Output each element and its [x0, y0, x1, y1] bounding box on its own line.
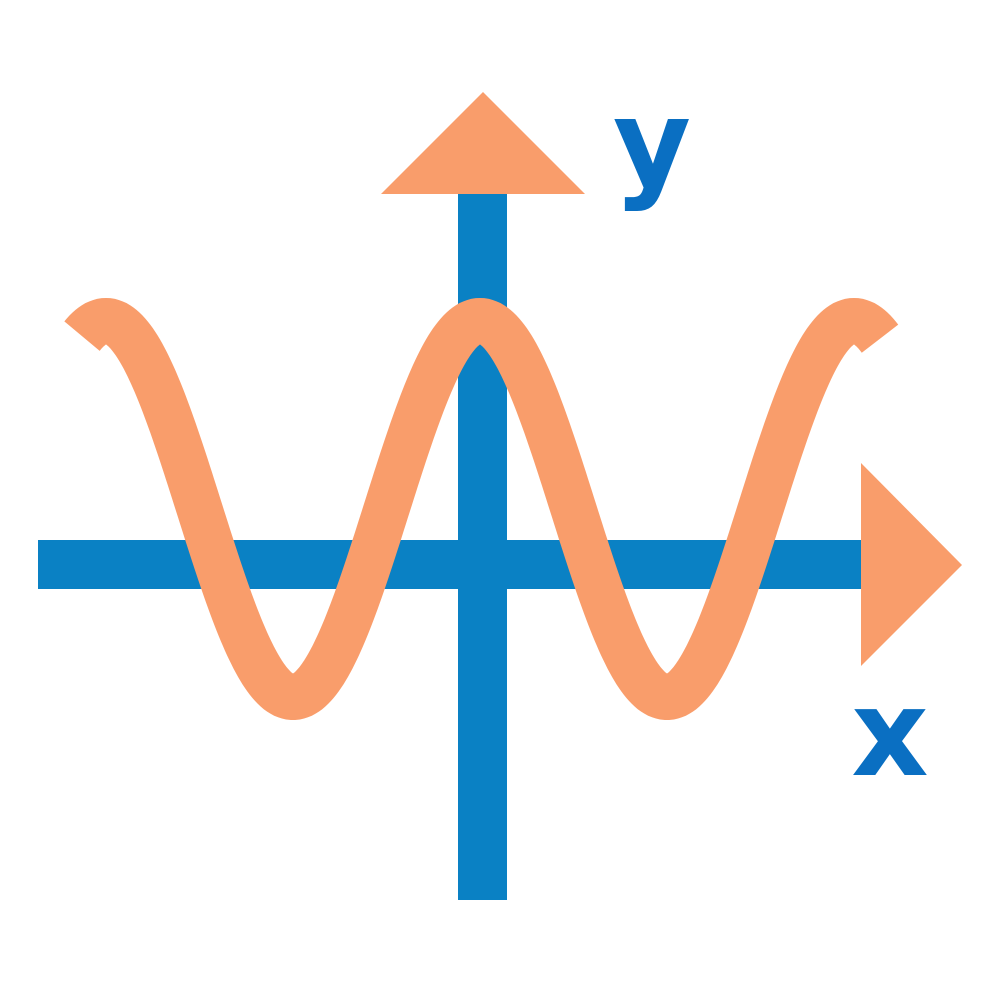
arrow-up-icon — [381, 92, 585, 194]
arrow-right-icon — [861, 463, 962, 666]
wave-curve — [64, 297, 899, 720]
x-axis-label: x — [851, 665, 928, 804]
y-axis-label: y — [613, 75, 691, 214]
